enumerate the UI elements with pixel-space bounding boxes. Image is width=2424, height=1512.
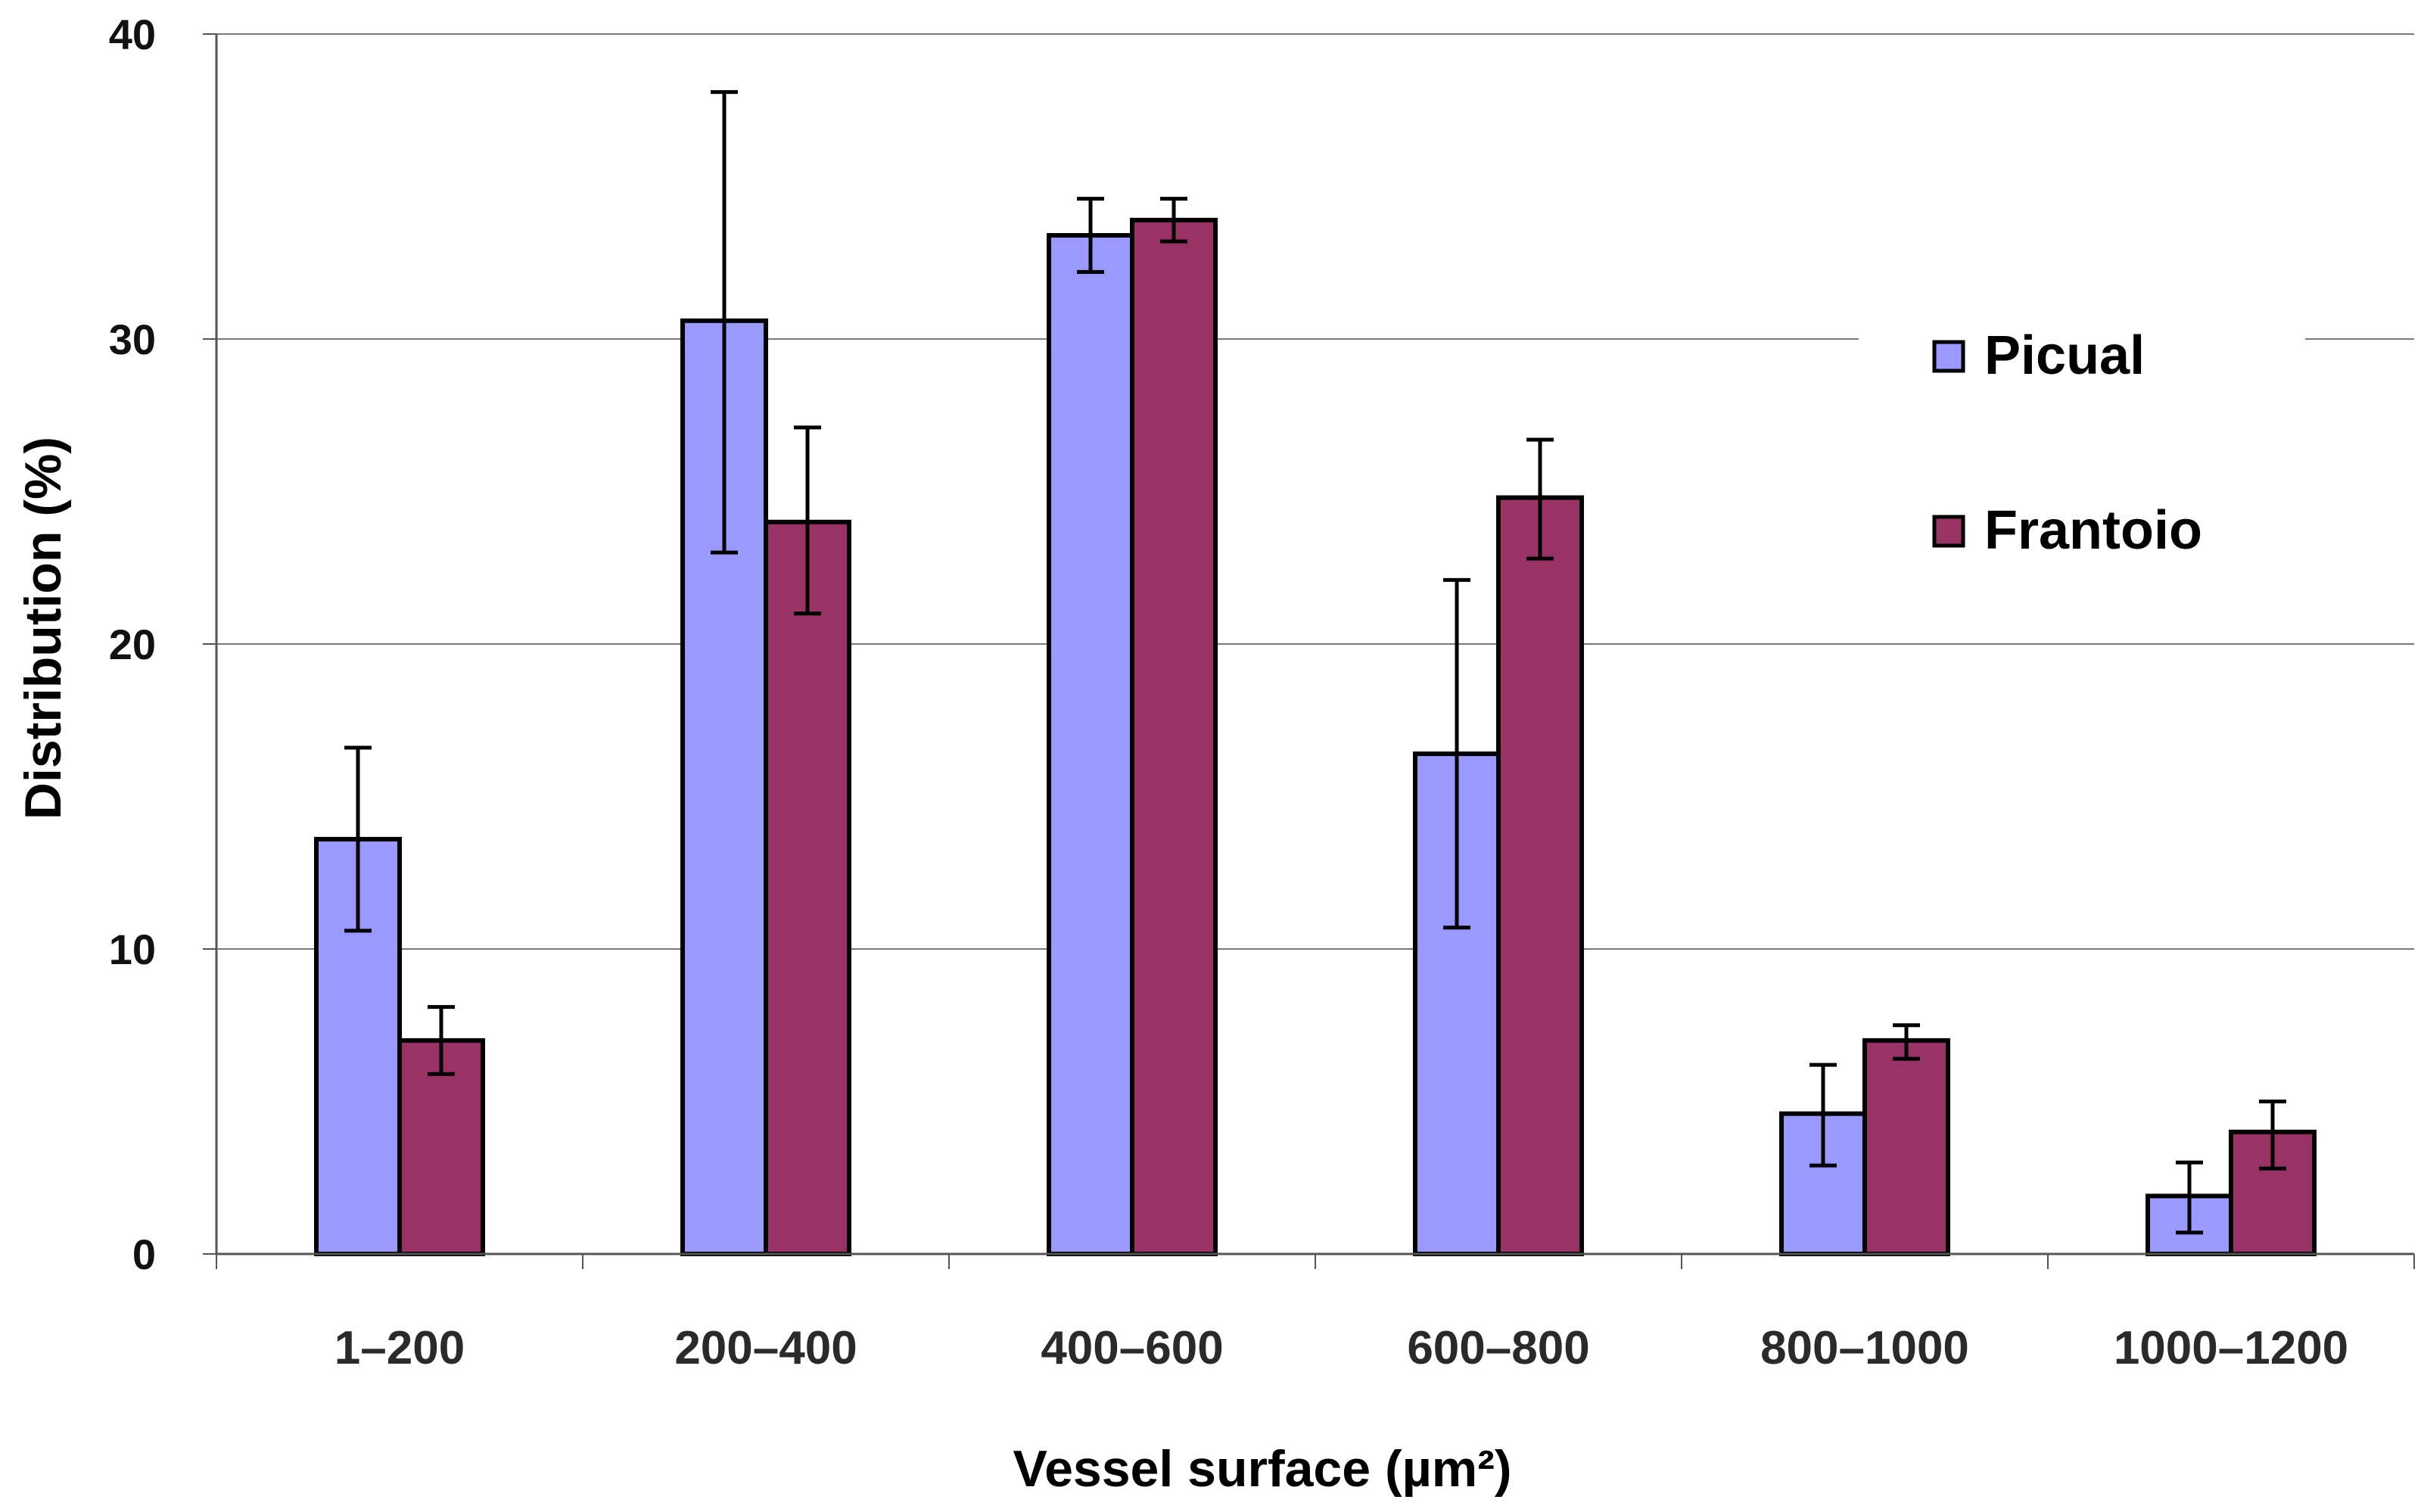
y-tick-label: 10 (109, 926, 156, 973)
y-axis-title: Distribution (%) (14, 437, 72, 820)
x-tick-label: 1000–1200 (2114, 1322, 2348, 1374)
y-tick-label: 30 (109, 316, 156, 363)
y-tick-label: 40 (109, 11, 156, 58)
gridlines (216, 33, 2414, 950)
x-axis-title: Vessel surface (µm²) (1013, 1440, 1511, 1498)
legend: Picual Frantoio (1859, 301, 2305, 581)
bars (314, 90, 2317, 1257)
x-tick-label: 600–800 (1407, 1322, 1589, 1374)
x-tick-label: 200–400 (674, 1322, 857, 1374)
bar-frantoio-5 (1862, 1038, 1950, 1257)
y-tick-label: 0 (132, 1230, 156, 1278)
x-tick-label: 800–1000 (1760, 1322, 1969, 1374)
x-tick-label: 1–200 (335, 1322, 465, 1374)
y-tick-label: 20 (109, 621, 156, 668)
legend-label-frantoio: Frantoio (1984, 500, 2202, 561)
legend-swatch-picual (1932, 340, 1965, 373)
legend-label-picual: Picual (1984, 325, 2145, 386)
axes: 0 10 20 30 40 1–200 200–400 400–600 600–800 800–1… (109, 11, 2415, 1374)
bar-frantoio-1 (397, 1038, 485, 1257)
bar-frantoio-4 (1496, 495, 1584, 1256)
bar-picual-3 (1047, 232, 1134, 1257)
bar-frantoio-3 (1130, 217, 1218, 1257)
bar-frantoio-2 (764, 519, 851, 1256)
x-tick-label: 400–600 (1041, 1322, 1223, 1374)
legend-swatch-frantoio (1932, 515, 1965, 548)
